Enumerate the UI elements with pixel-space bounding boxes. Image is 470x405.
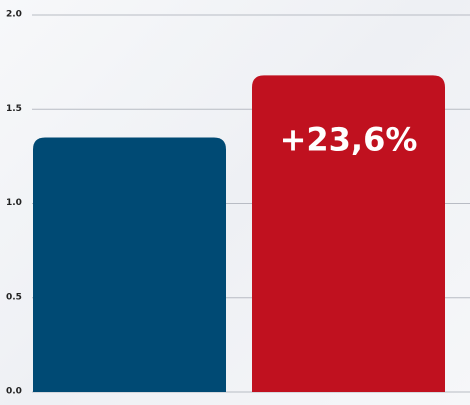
y-tick-label: 0.5 [6,292,22,302]
y-tick-label: 2.0 [6,10,22,20]
bar [33,137,226,392]
bar [252,75,445,392]
y-tick-label: 0.0 [6,387,22,397]
y-tick-label: 1.5 [6,104,22,114]
y-tick-label: 1.0 [6,198,22,208]
annotation: +23,6% [280,120,418,158]
